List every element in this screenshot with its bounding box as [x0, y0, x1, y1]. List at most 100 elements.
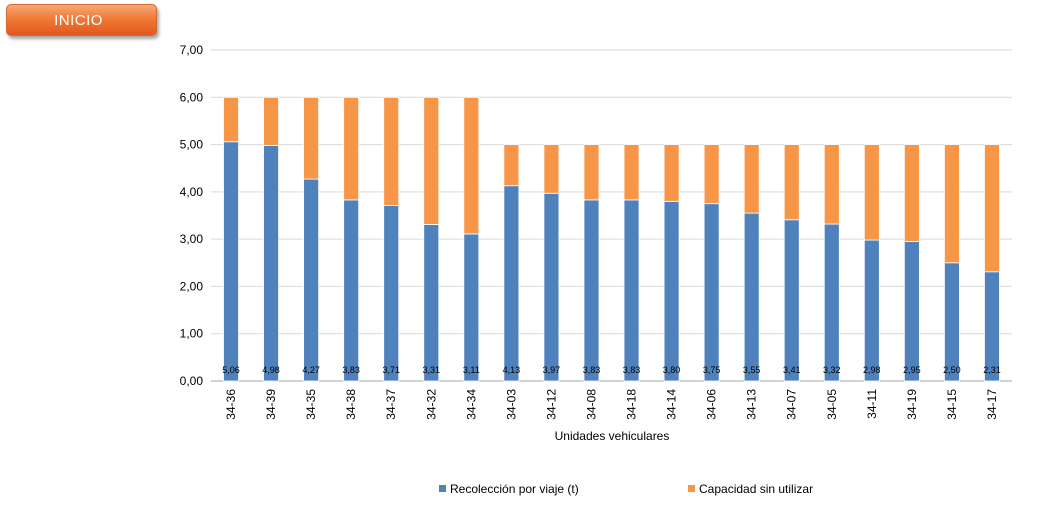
data-label: 4,13 [503, 365, 521, 375]
data-label: 3,71 [382, 365, 400, 375]
legend: Recolección por viaje (t) Capacidad sin u… [439, 482, 813, 496]
data-label: 4,98 [262, 365, 280, 375]
data-label: 3,32 [823, 365, 841, 375]
data-label: 3,97 [543, 365, 561, 375]
data-label: 5,06 [222, 365, 240, 375]
y-tick-label: 0,00 [180, 374, 204, 388]
bar-capacidad-sin-utilizar [623, 144, 640, 201]
x-tick-label: 34-13 [745, 389, 759, 420]
bar-capacidad-sin-utilizar [903, 144, 920, 242]
data-label: 3,55 [743, 365, 761, 375]
bar-recoleccion [823, 223, 840, 382]
x-tick-label: 34-37 [384, 389, 398, 420]
bar-capacidad-sin-utilizar [303, 96, 320, 180]
bar-capacidad-sin-utilizar [263, 96, 279, 146]
bar-capacidad-sin-utilizar [743, 144, 760, 214]
bar-recoleccion [944, 262, 960, 382]
legend-label: Recolección por viaje (t) [450, 482, 579, 496]
data-label: 3,75 [703, 365, 721, 375]
bar-capacidad-sin-utilizar [223, 96, 239, 143]
y-tick-label: 4,00 [180, 185, 204, 199]
x-tick-label: 34-19 [905, 389, 919, 420]
x-tick-label: 34-39 [264, 389, 278, 420]
data-label: 3,31 [423, 365, 441, 375]
bar-capacidad-sin-utilizar [343, 96, 360, 201]
bar-capacidad-sin-utilizar [543, 144, 560, 194]
x-tick-label: 34-12 [544, 389, 558, 420]
x-tick-label: 34-36 [224, 389, 238, 420]
bar-recoleccion [383, 205, 400, 382]
bar-recoleccion [263, 145, 279, 382]
x-tick-label: 34-15 [945, 389, 959, 420]
y-tick-label: 3,00 [180, 232, 204, 246]
data-label: 3,83 [623, 365, 641, 375]
data-label: 3,80 [663, 365, 681, 375]
bar-capacidad-sin-utilizar [984, 144, 1000, 273]
bar-recoleccion [343, 199, 360, 382]
bar-capacidad-sin-utilizar [503, 144, 520, 187]
y-tick-label: 2,00 [180, 279, 204, 293]
bar-recoleccion [423, 224, 440, 382]
x-axis-title: Unidades vehiculares [555, 429, 670, 443]
bar-capacidad-sin-utilizar [783, 144, 800, 221]
bar-capacidad-sin-utilizar [583, 144, 600, 201]
x-tick-label: 34-11 [865, 389, 879, 419]
y-tick-label: 5,00 [180, 138, 204, 152]
x-tick-label: 34-35 [304, 389, 318, 420]
y-tick-label: 6,00 [180, 90, 204, 104]
x-tick-label: 34-05 [825, 389, 839, 420]
data-label: 2,50 [943, 365, 961, 375]
inicio-button[interactable]: INICIO [6, 4, 157, 36]
data-label: 2,98 [863, 365, 881, 375]
gridlines [211, 49, 1012, 382]
x-tick-label: 34-17 [985, 389, 999, 420]
bar-recoleccion [223, 141, 239, 382]
y-tick-label: 7,00 [180, 43, 204, 57]
x-tick-label: 34-18 [625, 389, 639, 420]
y-axis-ticks: 0,00 1,00 2,00 3,00 4,00 5,00 6,00 7,00 [180, 43, 204, 388]
bar-recoleccion [303, 178, 320, 382]
bars [223, 96, 1000, 382]
x-tick-label: 34-32 [424, 389, 438, 420]
x-tick-label: 34-38 [344, 389, 358, 420]
bar-recoleccion [663, 200, 680, 382]
bar-capacidad-sin-utilizar [703, 144, 720, 205]
bar-recoleccion [863, 239, 880, 382]
data-label: 4,27 [302, 365, 320, 375]
x-tick-label: 34-08 [584, 389, 598, 420]
legend-label: Capacidad sin utilizar [699, 482, 813, 496]
bar-recoleccion [783, 219, 800, 382]
data-label: 3,11 [463, 365, 480, 375]
bar-recoleccion [743, 212, 760, 382]
bar-recoleccion [703, 203, 720, 382]
data-label: 2,31 [983, 365, 1001, 375]
bar-recoleccion [543, 192, 560, 382]
data-label: 3,83 [583, 365, 601, 375]
bar-capacidad-sin-utilizar [863, 144, 880, 241]
x-tick-label: 34-06 [705, 389, 719, 420]
x-tick-label: 34-34 [464, 389, 478, 420]
data-labels: 5,06 4,98 4,27 3,83 3,71 3,31 3,11 4,13 3,97 3,83… [222, 365, 1000, 375]
bar-capacidad-sin-utilizar [663, 144, 680, 202]
y-tick-label: 1,00 [180, 327, 204, 341]
x-tick-label: 34-14 [665, 389, 679, 420]
x-tick-label: 34-03 [504, 389, 518, 420]
bar-recoleccion [463, 233, 480, 382]
legend-swatch [439, 485, 446, 492]
bar-recoleccion [503, 185, 520, 382]
bar-recoleccion [583, 199, 600, 382]
bar-capacidad-sin-utilizar [423, 96, 440, 225]
data-label: 2,95 [903, 365, 921, 375]
x-tick-label: 34-07 [785, 389, 799, 420]
bar-capacidad-sin-utilizar [823, 144, 840, 225]
bar-recoleccion [903, 241, 920, 382]
bar-capacidad-sin-utilizar [463, 96, 480, 235]
data-label: 3,41 [783, 365, 801, 375]
bar-recoleccion [623, 199, 640, 382]
data-label: 3,83 [342, 365, 360, 375]
legend-swatch [688, 485, 695, 492]
bar-capacidad-sin-utilizar [383, 96, 400, 206]
x-axis-ticks: 34-36 34-39 34-35 34-38 34-37 34-32 34-34 34-03… [224, 389, 999, 420]
bar-capacidad-sin-utilizar [944, 144, 960, 264]
